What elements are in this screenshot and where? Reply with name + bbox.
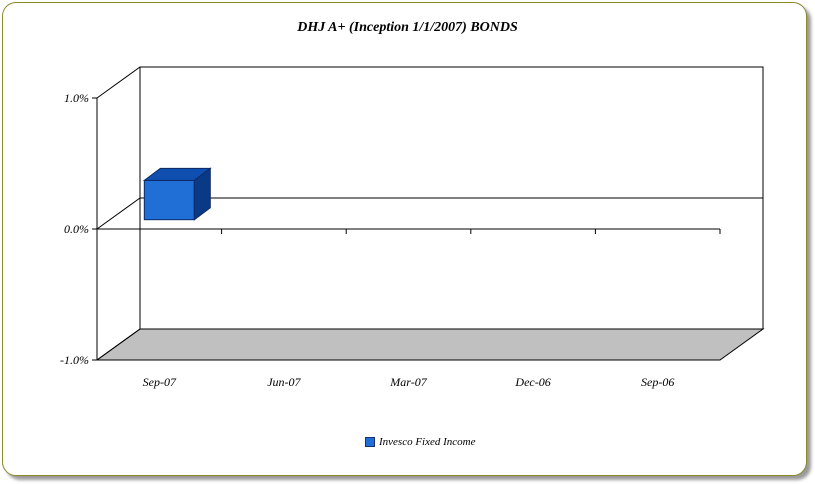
x-tick-label: Dec-06 [514,375,550,389]
x-tick-label: Mar-07 [389,375,427,389]
side-wall-edge-bottom [96,328,141,361]
x-tick-label: Jun-07 [267,375,301,389]
y-tick-label: 0.0% [64,222,89,236]
gridline-side-zero [96,197,141,230]
legend: Invesco Fixed Income [365,436,476,448]
side-wall-edge-top [96,66,141,99]
x-tick-label: Sep-06 [641,375,674,389]
x-tick-label: Sep-07 [143,375,177,389]
bar-side [193,167,211,221]
y-tick-label: -1.0% [60,353,89,367]
chart-title: DHJ A+ (Inception 1/1/2007) BONDS [297,20,518,35]
y-tick-label: 1.0% [64,91,89,105]
bar [143,179,195,221]
legend-swatch [365,437,375,447]
legend-label: Invesco Fixed Income [379,436,476,448]
chart-floor [95,328,765,361]
